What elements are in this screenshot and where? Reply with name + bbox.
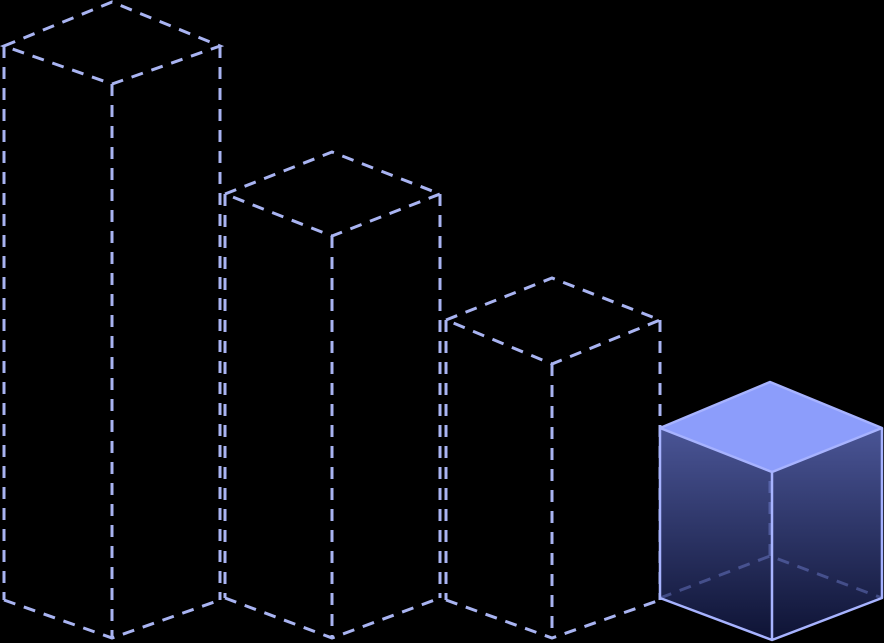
- dashed-tall-prism-icon: [0, 0, 225, 640]
- cube-left-face: [660, 428, 772, 640]
- short-prism-bottom-edge: [445, 598, 661, 640]
- dashed-short-prism-icon: [442, 276, 665, 640]
- solid-cube-icon: [658, 380, 884, 642]
- medium-prism-bottom-edge: [224, 596, 441, 640]
- cube-right-face: [772, 428, 882, 640]
- dashed-medium-prism-icon: [220, 150, 445, 640]
- medium-prism-top-face: [220, 150, 445, 238]
- cube-outline: [658, 380, 884, 642]
- tall-prism-bottom-edge: [3, 598, 221, 640]
- short-prism-top-face: [442, 276, 665, 366]
- cube-hidden-edges: [659, 382, 883, 600]
- tall-prism-top-face: [0, 0, 225, 86]
